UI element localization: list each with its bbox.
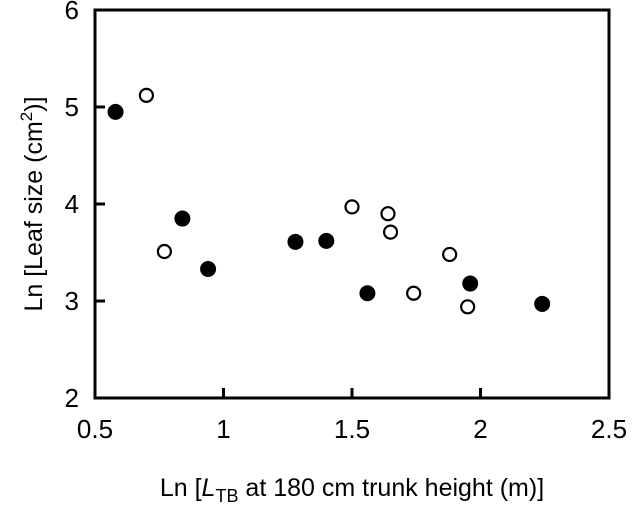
x-tick-label: 2.5 — [591, 414, 627, 444]
x-tick-label: 1 — [216, 414, 230, 444]
x-axis-title: Ln [LTB at 180 cm trunk height (m)] — [160, 474, 544, 506]
x-tick-label: 1.5 — [334, 414, 370, 444]
open-data-point — [138, 87, 154, 103]
filled-data-point — [200, 260, 217, 277]
y-tick-label: 4 — [65, 189, 79, 219]
open-data-point — [406, 285, 422, 301]
data-points — [107, 87, 551, 315]
open-data-point — [344, 199, 360, 215]
filled-data-point — [318, 232, 335, 249]
axis-ticks: 0.5 1 1.5 2 2.5 2 3 4 5 6 — [65, 0, 628, 444]
y-tick-label: 2 — [65, 383, 79, 413]
open-data-point — [382, 224, 399, 240]
open-data-point — [156, 243, 172, 260]
filled-data-point — [107, 103, 124, 120]
y-tick-label: 3 — [65, 286, 79, 316]
filled-data-point — [534, 295, 551, 312]
open-data-point — [460, 299, 476, 315]
filled-data-point — [287, 233, 304, 250]
y-tick-label: 5 — [65, 92, 79, 122]
y-axis-title: Ln [Leaf size (cm2)] — [17, 96, 48, 311]
filled-data-point — [359, 285, 376, 302]
filled-data-point — [174, 210, 191, 227]
x-tick-label: 2 — [473, 414, 487, 444]
filled-data-point — [462, 275, 479, 292]
x-tick-label: 0.5 — [77, 414, 113, 444]
y-tick-label: 6 — [65, 0, 79, 25]
open-data-point — [442, 246, 458, 263]
open-data-point — [380, 206, 396, 222]
